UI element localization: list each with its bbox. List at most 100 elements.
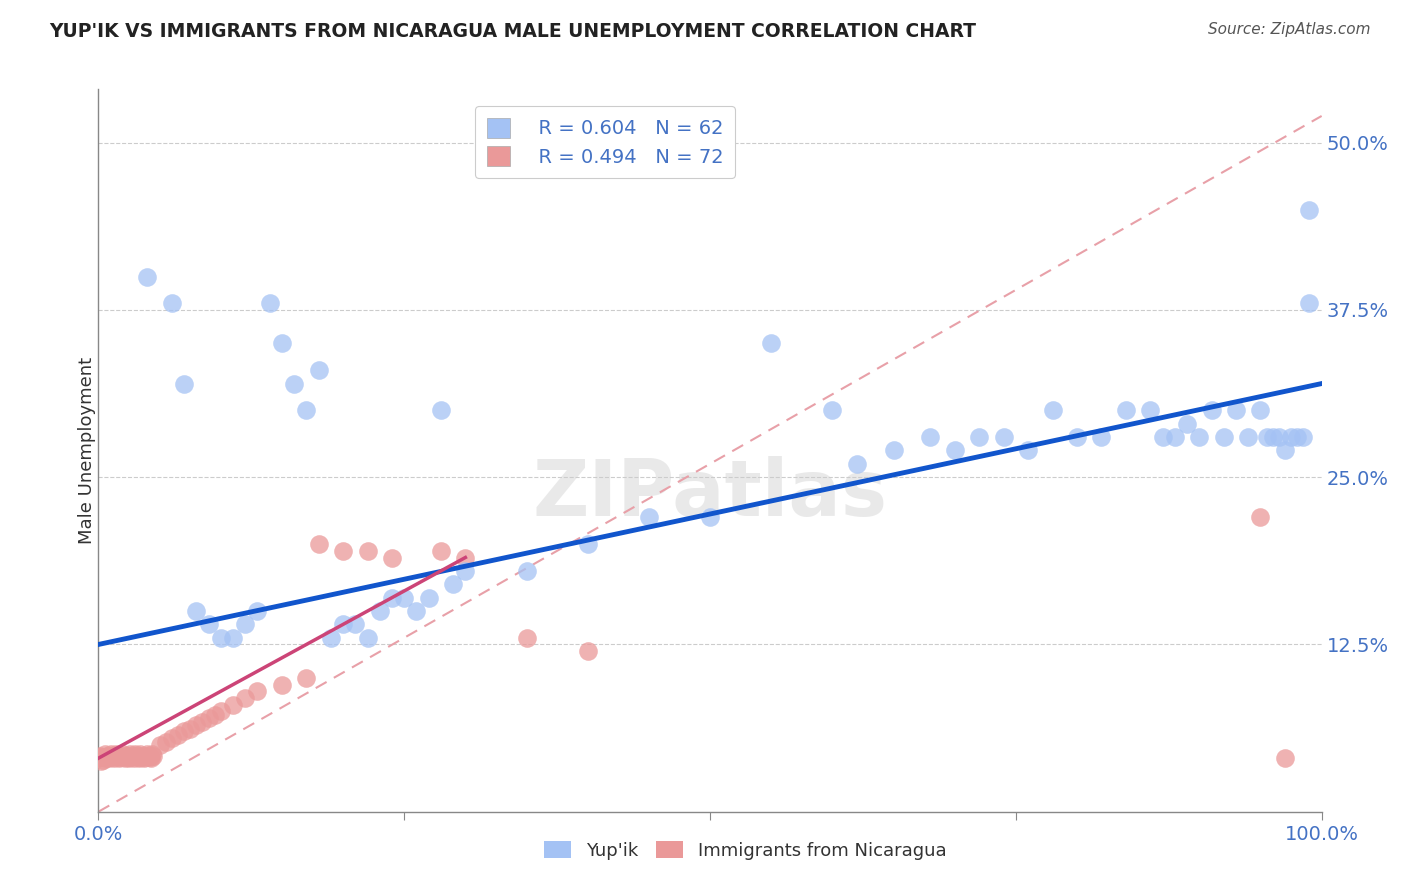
Point — [91, 749, 114, 764]
Point — [186, 604, 208, 618]
Point — [1175, 417, 1198, 431]
Point — [118, 751, 141, 765]
Point — [129, 747, 152, 762]
Point — [111, 749, 134, 764]
Point — [91, 753, 114, 767]
Point — [131, 749, 153, 764]
Text: ZIPatlas: ZIPatlas — [533, 456, 887, 532]
Point — [114, 751, 136, 765]
Point — [120, 747, 142, 762]
Point — [637, 510, 661, 524]
Point — [270, 336, 294, 351]
Point — [1139, 403, 1161, 417]
Point — [107, 749, 129, 764]
Point — [134, 748, 156, 763]
Point — [405, 604, 427, 618]
Point — [191, 715, 214, 730]
Point — [1279, 430, 1302, 444]
Point — [283, 376, 305, 391]
Point — [136, 747, 159, 762]
Point — [761, 336, 783, 351]
Point — [1225, 403, 1247, 417]
Point — [1298, 296, 1320, 310]
Point — [89, 748, 111, 763]
Point — [368, 604, 391, 618]
Point — [381, 550, 404, 565]
Point — [270, 678, 294, 692]
Point — [108, 751, 131, 765]
Point — [1212, 430, 1234, 444]
Point — [127, 749, 149, 764]
Point — [1201, 403, 1223, 417]
Point — [94, 751, 117, 765]
Point — [142, 748, 165, 763]
Point — [104, 747, 127, 762]
Point — [179, 722, 201, 736]
Point — [1256, 430, 1278, 444]
Point — [135, 749, 157, 764]
Point — [295, 403, 318, 417]
Point — [155, 735, 177, 749]
Point — [1237, 430, 1260, 444]
Point — [122, 751, 145, 765]
Y-axis label: Male Unemployment: Male Unemployment — [79, 357, 96, 544]
Point — [112, 748, 135, 763]
Text: Source: ZipAtlas.com: Source: ZipAtlas.com — [1208, 22, 1371, 37]
Point — [233, 617, 256, 632]
Point — [125, 748, 148, 763]
Point — [418, 591, 440, 605]
Point — [576, 644, 599, 658]
Point — [121, 748, 143, 763]
Point — [160, 296, 183, 310]
Point — [1152, 430, 1174, 444]
Point — [173, 376, 195, 391]
Point — [1188, 430, 1211, 444]
Point — [308, 537, 330, 551]
Point — [209, 705, 232, 719]
Point — [1115, 403, 1137, 417]
Point — [209, 631, 232, 645]
Point — [129, 748, 152, 763]
Point — [197, 617, 219, 632]
Point — [1066, 430, 1088, 444]
Point — [319, 631, 342, 645]
Point — [167, 728, 190, 742]
Point — [103, 751, 125, 765]
Point — [149, 738, 172, 752]
Point — [197, 711, 219, 725]
Point — [138, 748, 160, 763]
Point — [100, 747, 122, 762]
Point — [1249, 510, 1271, 524]
Legend:   R = 0.604   N = 62,   R = 0.494   N = 72: R = 0.604 N = 62, R = 0.494 N = 72 — [475, 106, 735, 178]
Point — [576, 537, 599, 551]
Point — [430, 403, 453, 417]
Point — [1274, 443, 1296, 458]
Point — [246, 604, 269, 618]
Point — [920, 430, 942, 444]
Point — [136, 269, 159, 284]
Point — [132, 751, 155, 765]
Point — [943, 443, 966, 458]
Point — [98, 751, 121, 765]
Point — [1298, 202, 1320, 217]
Point — [699, 510, 721, 524]
Point — [139, 751, 162, 765]
Point — [115, 749, 138, 764]
Point — [233, 690, 256, 705]
Point — [101, 749, 124, 764]
Point — [1249, 403, 1271, 417]
Point — [332, 543, 354, 558]
Point — [160, 731, 183, 746]
Point — [96, 748, 118, 763]
Point — [356, 543, 378, 558]
Point — [515, 564, 537, 578]
Point — [381, 591, 404, 605]
Point — [259, 296, 281, 310]
Point — [392, 591, 416, 605]
Point — [1286, 430, 1309, 444]
Point — [222, 698, 245, 712]
Point — [967, 430, 990, 444]
Text: YUP'IK VS IMMIGRANTS FROM NICARAGUA MALE UNEMPLOYMENT CORRELATION CHART: YUP'IK VS IMMIGRANTS FROM NICARAGUA MALE… — [49, 22, 976, 41]
Point — [821, 403, 844, 417]
Point — [101, 748, 124, 763]
